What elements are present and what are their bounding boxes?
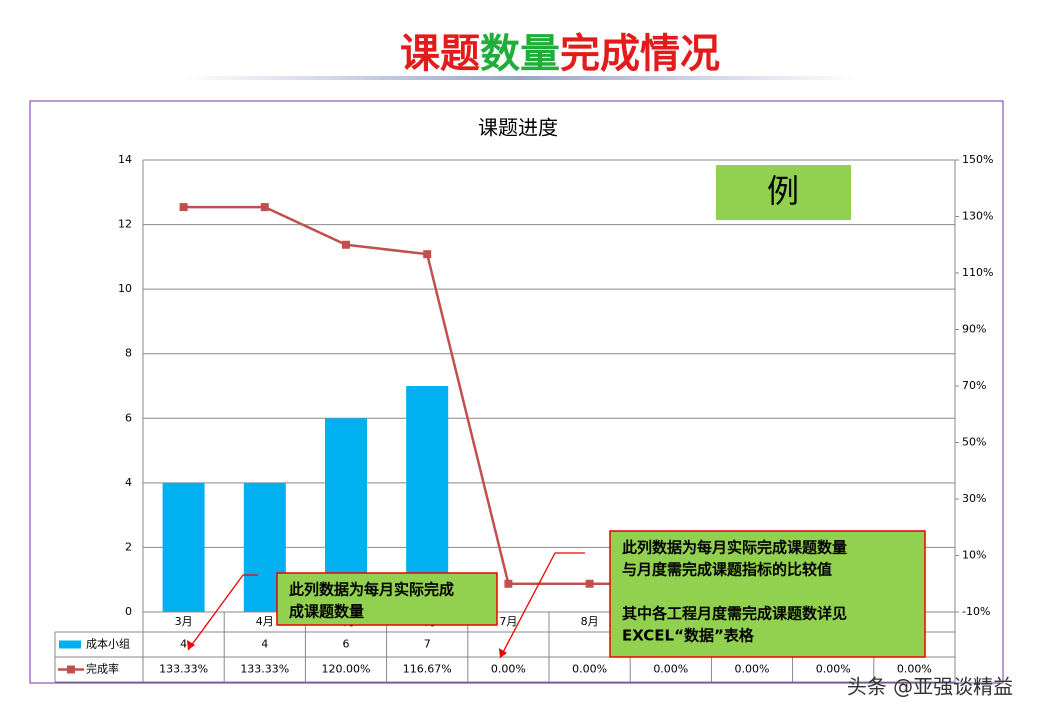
table-value: 6 (343, 638, 350, 651)
callout-text: EXCEL“数据”表格 (622, 627, 755, 645)
example-label: 例 (767, 172, 799, 210)
table-value: 7 (424, 638, 431, 651)
line-marker (585, 579, 594, 588)
legend-marker (67, 665, 75, 674)
legend-label: 成本小组 (86, 637, 130, 651)
y2-tick-label: 30% (962, 492, 986, 505)
y2-tick-label: 10% (962, 549, 986, 562)
title-part: 完成情况 (560, 31, 720, 77)
bar (162, 482, 205, 612)
y-tick-label: 10 (118, 282, 132, 295)
slide-title: 课题数量完成情况 (400, 31, 720, 77)
callout-text: 其中各工程月度需完成课题数详见 (622, 605, 847, 623)
table-value: 133.33% (240, 663, 289, 676)
y2-tick-label: 150% (962, 153, 993, 166)
callout-text: 成课题数量 (289, 603, 364, 621)
y-tick-label: 2 (125, 540, 132, 553)
x-tick-label: 7月 (499, 615, 517, 628)
line-marker (423, 250, 432, 259)
line-marker (260, 203, 269, 212)
x-tick-label: 8月 (581, 615, 599, 628)
line-marker (504, 579, 513, 588)
y-tick-label: 12 (118, 218, 132, 231)
table-value: 4 (261, 638, 268, 651)
callout-text: 与月度需完成课题指标的比较值 (622, 561, 832, 579)
title-part: 课题 (400, 31, 480, 77)
table-value: 120.00% (322, 663, 371, 676)
y-tick-label: 8 (125, 347, 132, 360)
y2-tick-label: 110% (962, 266, 993, 279)
callout-arrow (499, 552, 585, 659)
y-tick-label: 14 (118, 153, 132, 166)
table-value: 0.00% (491, 663, 526, 676)
callout-arrow (187, 574, 258, 651)
y2-tick-label: -10% (962, 605, 990, 618)
line-marker (179, 203, 188, 212)
arrow-head (499, 648, 507, 658)
title-underline (180, 76, 860, 80)
callout-text: 此列数据为每月实际完成课题数量 (622, 539, 847, 557)
table-value: 0.00% (897, 663, 932, 676)
watermark: 头条 @亚强谈精益 (847, 675, 1013, 699)
x-tick-label: 3月 (175, 615, 193, 628)
legend-swatch (59, 640, 81, 649)
arrow-head (187, 640, 195, 650)
example-box (716, 165, 851, 220)
callout-box (609, 530, 926, 658)
y-tick-label: 0 (125, 605, 132, 618)
table-value: 0.00% (572, 663, 607, 676)
y2-tick-label: 70% (962, 379, 986, 392)
title-part: 数量 (480, 31, 560, 77)
table-value: 0.00% (816, 663, 851, 676)
x-tick-label: 4月 (256, 615, 274, 628)
y-tick-label: 4 (125, 476, 132, 489)
callout-text: 此列数据为每月实际完成 (289, 581, 454, 599)
y2-tick-label: 90% (962, 323, 986, 336)
y2-tick-label: 50% (962, 436, 986, 449)
legend-label: 完成率 (86, 662, 119, 676)
table-value: 0.00% (735, 663, 770, 676)
callout-box (276, 572, 498, 626)
chart-title: 课题进度 (478, 116, 558, 140)
y-tick-label: 6 (125, 411, 132, 424)
y2-tick-label: 130% (962, 210, 993, 223)
line-marker (342, 240, 350, 249)
table-value: 4 (180, 638, 187, 651)
table-value: 133.33% (159, 663, 208, 676)
table-value: 116.67% (403, 663, 452, 676)
table-value: 0.00% (653, 663, 688, 676)
